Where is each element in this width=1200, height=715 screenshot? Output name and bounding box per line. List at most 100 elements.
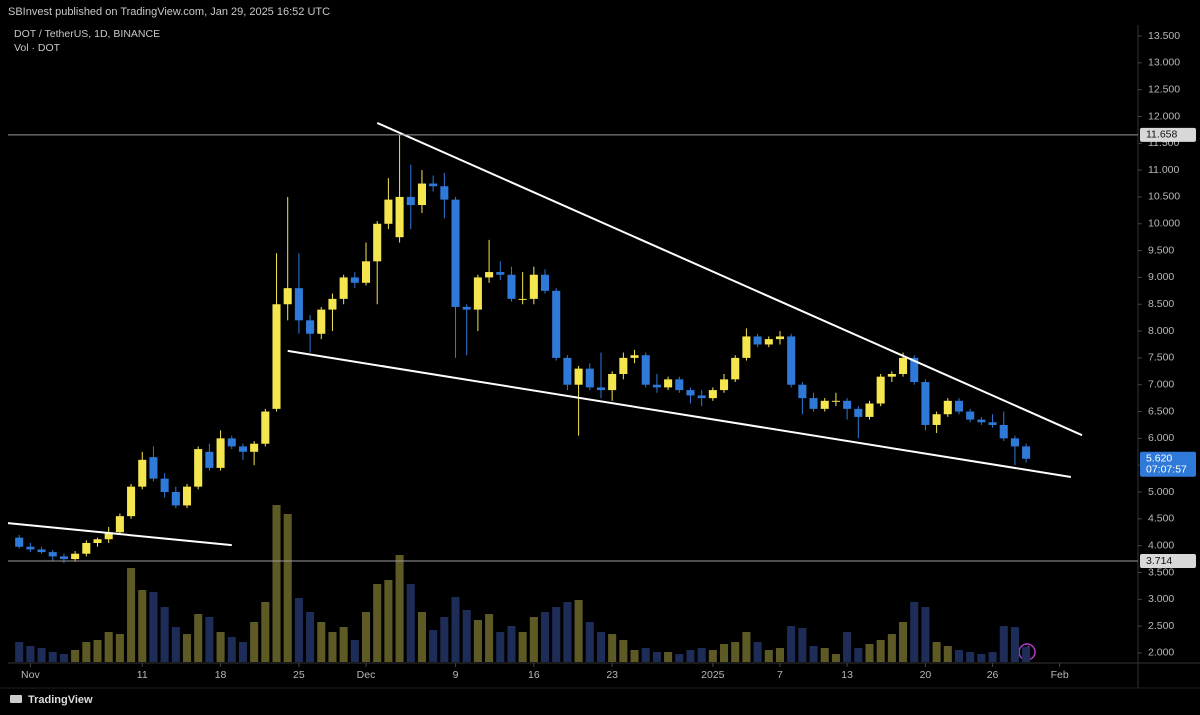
candle-body — [843, 400, 852, 409]
price-label: 3.714 — [1146, 555, 1172, 567]
candle-body — [708, 390, 717, 399]
volume-bar — [932, 642, 941, 662]
volume-bar — [764, 650, 773, 662]
last-price-label: 5.620 — [1146, 453, 1172, 465]
volume-bar — [831, 654, 840, 662]
candle-body — [652, 384, 661, 388]
volume-bar — [485, 614, 494, 662]
x-tick-label: Nov — [21, 669, 40, 681]
volume-bar — [384, 580, 393, 662]
candle-body — [954, 400, 964, 412]
x-tick-label: Dec — [357, 669, 376, 681]
candle-body — [596, 387, 605, 391]
candle-body — [1022, 446, 1031, 459]
volume-bar — [977, 654, 986, 662]
x-tick-label: 26 — [987, 669, 999, 681]
volume-bar — [37, 648, 46, 662]
volume-bar — [306, 612, 315, 662]
candle-body — [440, 186, 449, 200]
candle-body — [71, 553, 80, 560]
candle-body — [339, 277, 348, 299]
volume-bar — [429, 630, 438, 662]
candle-body — [529, 274, 538, 299]
candle-body — [876, 376, 885, 404]
candle-body — [227, 438, 236, 447]
volume-bar — [619, 640, 628, 662]
volume-bar — [451, 597, 460, 662]
y-tick-label: 13.500 — [1148, 30, 1180, 42]
candle-body — [384, 199, 393, 224]
volume-bar — [104, 632, 113, 662]
volume-bar — [339, 627, 348, 662]
candle-body — [731, 357, 740, 380]
y-tick-label: 3.000 — [1148, 593, 1174, 605]
x-tick-label: 23 — [606, 669, 618, 681]
volume-bar — [160, 607, 169, 662]
candle-body — [753, 336, 762, 345]
volume-bar — [652, 652, 661, 662]
x-tick-label: 20 — [920, 669, 932, 681]
candle-body — [82, 542, 91, 554]
volume-bar — [708, 650, 717, 662]
y-tick-label: 7.000 — [1148, 379, 1174, 391]
candle-body — [1010, 438, 1019, 447]
x-tick-label: 25 — [293, 669, 305, 681]
trend-line — [287, 349, 1072, 478]
candle-body — [619, 357, 628, 374]
volume-bar — [664, 652, 673, 662]
countdown: 07:07:57 — [1146, 464, 1187, 476]
volume-bar — [943, 646, 952, 662]
candle-body — [115, 516, 124, 533]
volume-bar — [876, 640, 885, 662]
candle-body — [317, 309, 326, 334]
candle-body — [205, 451, 214, 468]
volume-bar — [15, 642, 24, 662]
volume-bar — [608, 634, 617, 662]
volume-bar — [742, 632, 751, 662]
candle-body — [462, 306, 471, 310]
candle-body — [417, 183, 426, 205]
candle-body — [406, 196, 415, 205]
trend-line — [376, 121, 1083, 437]
x-tick-label: Feb — [1051, 669, 1069, 681]
volume-bar — [59, 654, 68, 662]
candle-body — [283, 288, 292, 305]
candle-body — [809, 398, 818, 409]
candle-body — [15, 537, 24, 547]
candle-body — [541, 274, 550, 291]
candle-body — [138, 459, 147, 487]
volume-bar — [48, 652, 57, 662]
volume-bar — [171, 627, 180, 662]
volume-bar — [328, 632, 337, 662]
candle-body — [865, 403, 874, 417]
candle-body — [641, 355, 650, 385]
volume-bar — [26, 646, 35, 662]
volume-bar — [854, 648, 863, 662]
volume-bar — [361, 612, 371, 662]
volume-bar — [686, 650, 695, 662]
y-tick-label: 2.500 — [1148, 620, 1174, 632]
last-price-box — [1140, 451, 1196, 477]
y-tick-label: 12.500 — [1148, 83, 1180, 95]
volume-bar — [753, 642, 762, 662]
candle-body — [899, 357, 908, 374]
volume-bar — [138, 590, 147, 662]
price-label-box — [1140, 554, 1196, 569]
candle-body — [798, 384, 807, 399]
volume-bar — [966, 652, 975, 662]
volume-bar — [887, 634, 896, 662]
volume-bar — [720, 644, 729, 662]
candle-body — [630, 355, 639, 358]
volume-bar — [1010, 627, 1019, 662]
candle-body — [328, 298, 337, 310]
volume-bar — [93, 640, 102, 662]
volume-bar — [149, 592, 158, 662]
symbol: DOT / TetherUS, 1D, BINANCE — [14, 28, 160, 40]
y-tick-label: 10.000 — [1148, 218, 1180, 230]
volume-bar — [115, 634, 124, 662]
candle-body — [473, 277, 482, 310]
volume-bar — [697, 648, 706, 662]
y-tick-label: 9.500 — [1148, 244, 1174, 256]
y-tick-label: 7.500 — [1148, 352, 1174, 364]
candle-body — [764, 339, 773, 345]
